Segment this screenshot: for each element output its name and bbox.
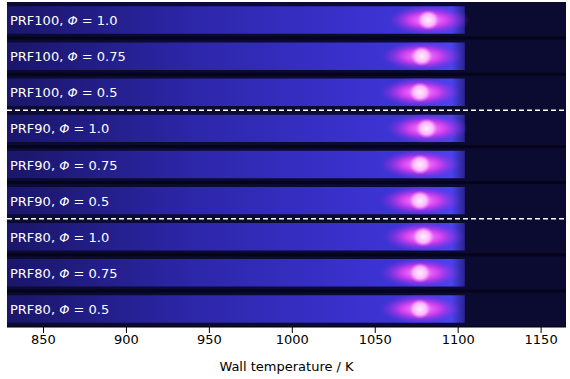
svg-text:PRF100, Φ = 0.5: PRF100, Φ = 0.5 <box>10 85 118 100</box>
svg-text:PRF100, Φ = 0.75: PRF100, Φ = 0.75 <box>10 49 126 64</box>
svg-text:1150: 1150 <box>525 332 558 347</box>
svg-text:PRF80, Φ = 1.0: PRF80, Φ = 1.0 <box>10 230 109 245</box>
svg-text:950: 950 <box>197 332 222 347</box>
svg-text:PRF90, Φ = 0.5: PRF90, Φ = 0.5 <box>10 194 109 209</box>
svg-text:PRF90, Φ = 1.0: PRF90, Φ = 1.0 <box>10 121 109 136</box>
svg-text:PRF90, Φ = 0.75: PRF90, Φ = 0.75 <box>10 158 118 173</box>
svg-text:Wall temperature / K: Wall temperature / K <box>219 359 354 374</box>
svg-text:PRF100, Φ = 1.0: PRF100, Φ = 1.0 <box>10 13 118 28</box>
svg-text:1050: 1050 <box>359 332 392 347</box>
svg-text:900: 900 <box>114 332 139 347</box>
svg-text:850: 850 <box>31 332 56 347</box>
svg-text:PRF80, Φ = 0.75: PRF80, Φ = 0.75 <box>10 266 118 281</box>
svg-text:1000: 1000 <box>276 332 309 347</box>
svg-text:PRF80, Φ = 0.5: PRF80, Φ = 0.5 <box>10 302 109 317</box>
svg-text:1100: 1100 <box>442 332 475 347</box>
